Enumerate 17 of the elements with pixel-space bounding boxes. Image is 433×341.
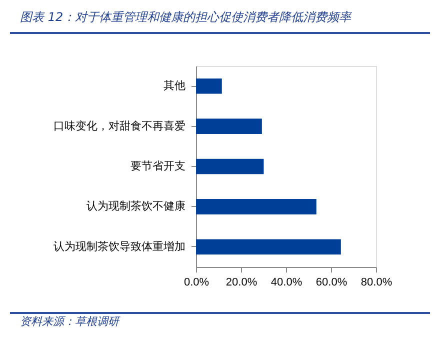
bar bbox=[196, 118, 262, 134]
y-tick-label: 要节省开支 bbox=[130, 160, 186, 172]
bar bbox=[196, 158, 264, 174]
x-tick-label: 60.0% bbox=[316, 276, 348, 288]
y-tick-label: 其他 bbox=[164, 79, 186, 92]
x-tick-label: 0.0% bbox=[184, 276, 210, 288]
bar bbox=[196, 239, 341, 255]
y-tick-label: 认为现制茶饮导致体重增加 bbox=[54, 240, 186, 253]
x-tick-label: 80.0% bbox=[360, 276, 392, 288]
chart-title: 图表 12：对于体重管理和健康的担心促使消费者降低消费频率 bbox=[20, 10, 354, 24]
y-tick-label: 认为现制茶饮不健康 bbox=[86, 200, 186, 213]
x-tick-label: 40.0% bbox=[270, 276, 302, 288]
text: 资料来源：草根调研 bbox=[20, 315, 121, 328]
x-tick-label: 20.0% bbox=[226, 276, 258, 288]
bar bbox=[196, 199, 316, 214]
bar bbox=[196, 78, 222, 94]
y-tick-label: 口味变化，对甜食不再喜爱 bbox=[54, 119, 186, 132]
